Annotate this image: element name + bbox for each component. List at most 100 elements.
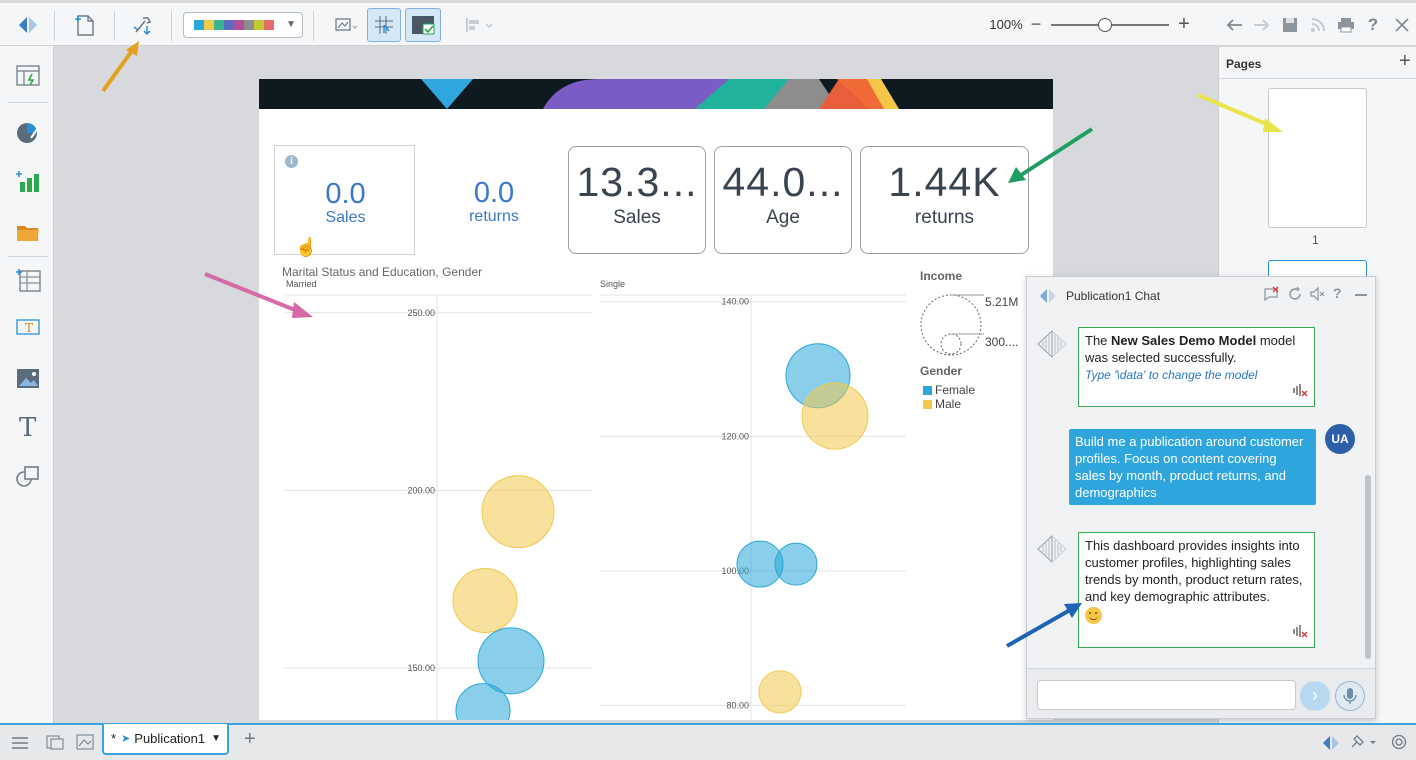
image-icon[interactable] [14, 364, 42, 392]
spiral-icon[interactable] [1391, 734, 1407, 755]
y-tick-label: 140.00 [721, 297, 749, 307]
zoom-slider[interactable] [1050, 3, 1170, 46]
snap-to-grid-toggle[interactable] [367, 8, 401, 42]
income-min-label: 300.... [985, 335, 1019, 349]
close-icon[interactable] [1390, 3, 1414, 46]
add-tab-button[interactable]: + [244, 728, 256, 750]
rss-icon[interactable] [1306, 3, 1330, 46]
chevron-down-icon[interactable]: ▼ [211, 733, 222, 744]
chat-help-button[interactable]: ? [1333, 285, 1342, 301]
pin-icon[interactable] [1350, 734, 1376, 757]
annotation-arrow-orange [101, 41, 139, 93]
image-list-icon[interactable] [76, 734, 94, 755]
kpi-card[interactable]: 13.3... Sales [568, 146, 706, 254]
new-chart-icon[interactable] [14, 168, 42, 196]
show-borders-toggle[interactable] [405, 8, 441, 42]
single-panel: 140.00 120.00 100.00 80.00 [600, 297, 906, 714]
kpi-value: 0.0 [325, 178, 366, 210]
page-number: 1 [1312, 233, 1319, 247]
bubble-male[interactable] [452, 567, 518, 633]
chevron-down-icon: ▼ [286, 19, 296, 30]
zoom-level: 100% [989, 17, 1023, 32]
bot-avatar-icon [1035, 534, 1069, 569]
chat-scrollbar[interactable] [1365, 475, 1371, 659]
undo-arrow-icon[interactable] [1222, 3, 1246, 46]
bubble-male[interactable] [758, 670, 802, 714]
publication-icon: ➤ [121, 733, 131, 745]
y-tick-label: 80.00 [726, 700, 749, 710]
modified-marker: * [111, 731, 117, 746]
save-icon[interactable] [1278, 3, 1302, 46]
publication-canvas[interactable]: i 0.0 Sales ☝ 0.0 returns 13.3... Sales … [259, 79, 1053, 720]
shapes-icon[interactable] [14, 462, 42, 490]
bot-message: The New Sales Demo Model model was selec… [1078, 327, 1315, 407]
pages-title: Pages [1226, 57, 1262, 71]
align-icon[interactable] [458, 3, 498, 46]
page-thumbnail[interactable] [1268, 88, 1367, 228]
smiley-icon [1085, 607, 1102, 624]
kpi-card[interactable]: 1.44K returns [860, 146, 1029, 254]
no-audio-icon[interactable] [1292, 624, 1308, 642]
dashboard-icon[interactable] [14, 62, 42, 90]
income-max-label: 5.21M [985, 295, 1019, 309]
reset-icon[interactable] [1287, 286, 1303, 307]
top-toolbar: ▼ 100% − + ? [0, 0, 1416, 46]
tools-wrench-icon[interactable] [124, 3, 160, 46]
bottom-tab-bar: * ➤ Publication1 ▼ + [0, 723, 1416, 760]
kpi-label: returns [914, 207, 975, 228]
text-icon[interactable]: T [14, 412, 42, 443]
chat-logo-icon [1039, 288, 1057, 309]
y-tick-label: 200.00 [407, 485, 435, 495]
kpi-value: 13.3... [576, 159, 698, 205]
kpi-label: Sales [325, 209, 366, 226]
y-tick-label: 100.00 [721, 566, 749, 576]
minimize-icon[interactable] [1355, 294, 1367, 296]
print-icon[interactable] [1334, 3, 1358, 46]
color-palette-dropdown[interactable]: ▼ [183, 3, 303, 46]
app-logo-icon[interactable] [10, 3, 46, 46]
bubble-male[interactable] [801, 382, 869, 450]
bot-message: This dashboard provides insights into cu… [1078, 532, 1315, 648]
bubble-chart[interactable]: Married Single 250.00 200.00 150.00 140.00… [259, 279, 1053, 720]
panel-label-married: Married [286, 279, 317, 289]
kpi-card-selected[interactable]: i 0.0 Sales [274, 145, 415, 255]
background-image-icon[interactable] [328, 3, 364, 46]
text-box-icon[interactable]: T [14, 314, 42, 342]
bubble-male[interactable] [481, 475, 555, 549]
info-icon[interactable]: i [285, 155, 298, 168]
app-logo-small-icon[interactable] [1322, 735, 1340, 756]
new-table-icon[interactable] [14, 266, 42, 294]
menu-icon[interactable] [12, 736, 28, 754]
bubble-female[interactable] [455, 683, 511, 720]
chat-title: Publication1 Chat [1066, 289, 1161, 303]
no-audio-icon[interactable] [1292, 383, 1308, 401]
bubble-female[interactable] [774, 542, 818, 586]
user-message: Build me a publication around customer p… [1069, 429, 1316, 505]
new-page-icon[interactable] [66, 3, 102, 46]
zoom-slider-thumb[interactable] [1098, 17, 1112, 32]
legend-item-female: Female [923, 383, 975, 397]
help-button[interactable]: ? [1367, 14, 1379, 34]
clear-chat-icon[interactable] [1263, 286, 1279, 307]
svg-text:T: T [25, 321, 33, 335]
mute-icon[interactable] [1309, 286, 1325, 307]
legend-item-male: Male [923, 397, 961, 411]
chat-panel: Publication1 Chat ? The New Sales Demo M… [1026, 276, 1376, 719]
zoom-out-button[interactable]: − [1030, 14, 1042, 34]
kpi-card[interactable]: 44.0... Age [714, 146, 852, 254]
redo-arrow-icon[interactable] [1250, 3, 1274, 46]
chart-wizard-icon[interactable] [14, 118, 42, 146]
folder-icon[interactable] [14, 218, 42, 246]
microphone-button[interactable] [1335, 681, 1365, 711]
add-page-button[interactable]: + [1399, 50, 1411, 72]
tab-publication1[interactable]: * ➤ Publication1 ▼ [102, 724, 229, 755]
bubble-female[interactable] [477, 627, 545, 695]
send-button[interactable]: › [1300, 681, 1330, 711]
user-avatar: UA [1325, 424, 1355, 454]
open-folder-icon[interactable] [46, 734, 64, 755]
income-size-legend [920, 294, 984, 356]
svg-text:T: T [19, 413, 37, 440]
kpi-label: returns [469, 208, 519, 225]
chat-input[interactable] [1037, 680, 1296, 710]
zoom-in-button[interactable]: + [1178, 13, 1190, 35]
